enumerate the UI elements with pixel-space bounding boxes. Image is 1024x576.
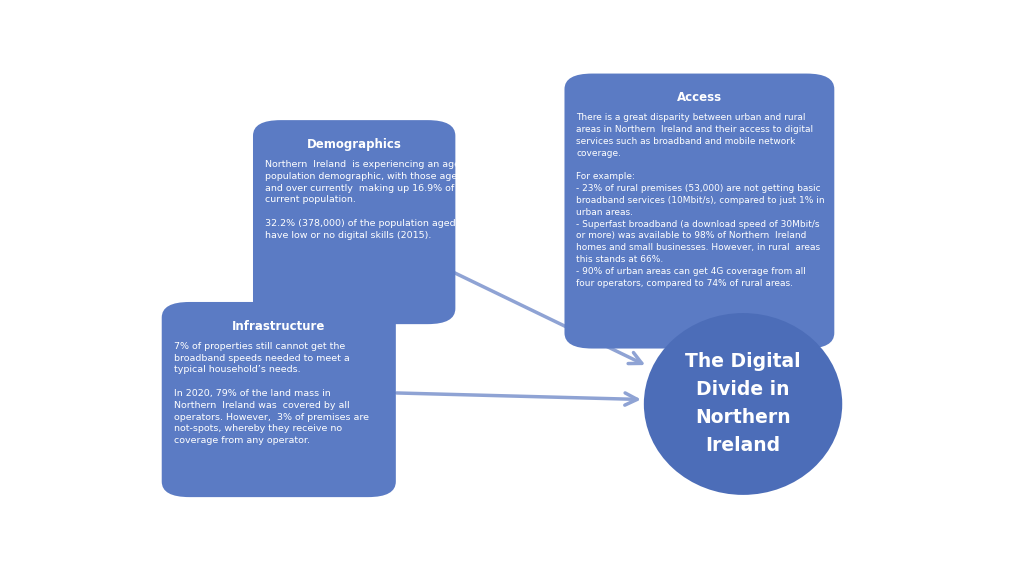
FancyBboxPatch shape xyxy=(162,302,396,497)
Text: 7% of properties still cannot get the
broadband speeds needed to meet a
typical : 7% of properties still cannot get the br… xyxy=(174,342,369,445)
Ellipse shape xyxy=(644,313,843,495)
FancyBboxPatch shape xyxy=(564,74,835,348)
Text: Demographics: Demographics xyxy=(307,138,401,151)
Text: Infrastructure: Infrastructure xyxy=(232,320,326,333)
Text: Northern  Ireland  is experiencing an ageing
population demographic, with those : Northern Ireland is experiencing an agei… xyxy=(265,160,486,240)
Text: The Digital
Divide in
Northern
Ireland: The Digital Divide in Northern Ireland xyxy=(685,353,801,456)
FancyBboxPatch shape xyxy=(253,120,456,324)
Text: There is a great disparity between urban and rural
areas in Northern  Ireland an: There is a great disparity between urban… xyxy=(577,113,825,287)
Text: Access: Access xyxy=(677,92,722,104)
